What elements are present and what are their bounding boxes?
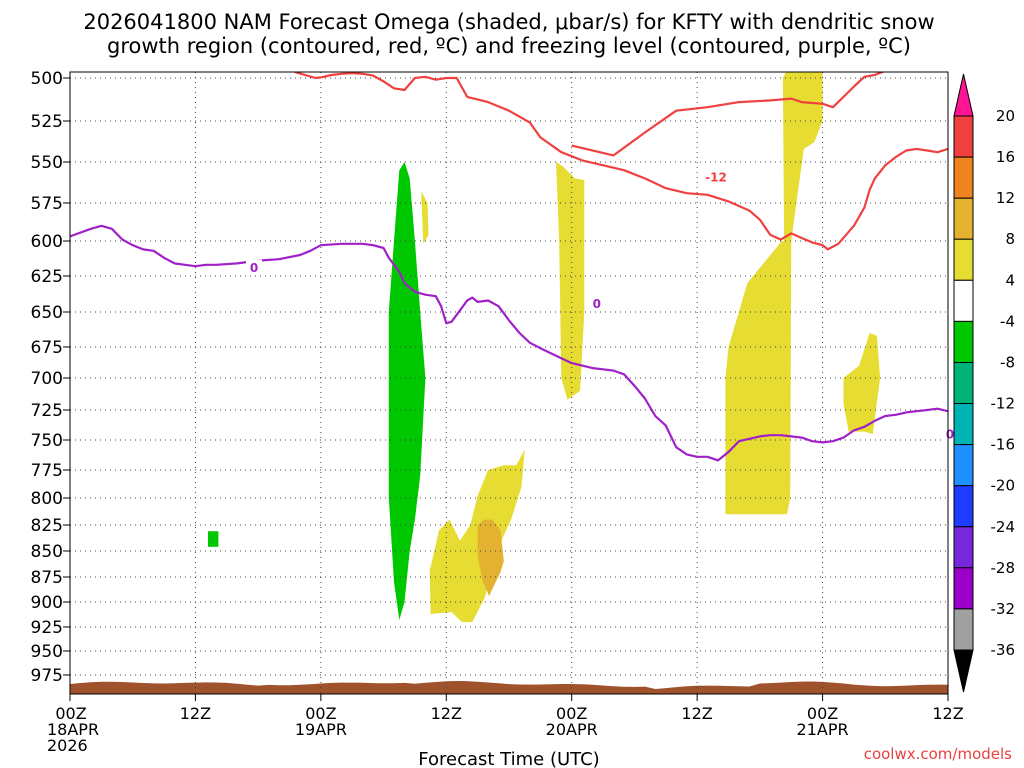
omega-area-1-4: [843, 333, 881, 434]
contour-labels: 0 0 0 -12: [246, 168, 959, 442]
y-tick-label-925: 925: [31, 618, 63, 638]
x-tick-label-4-1: 20APR: [546, 720, 598, 739]
x-tick-label-0-2: 2026: [47, 736, 88, 755]
dgz-minus12-line-upper: [294, 72, 948, 251]
colorbar-label-10: -24: [991, 518, 1016, 536]
colorbar-label-5: -4: [1000, 312, 1015, 330]
y-tick-label-550: 550: [31, 153, 63, 173]
colorbar-label-8: -16: [991, 436, 1016, 454]
colorbar-label-9: -20: [991, 477, 1016, 495]
chart-title: 2026041800 NAM Forecast Omega (shaded, μ…: [83, 10, 934, 58]
omega-area-2-0: [477, 519, 504, 596]
y-tick-label-950: 950: [31, 642, 63, 662]
colorbar-swatch-12: [953, 608, 974, 651]
contour-label-3: -12: [705, 170, 727, 184]
gridlines: [70, 72, 948, 694]
y-tick-label-525: 525: [31, 112, 63, 132]
colorbar-swatch-11: [953, 567, 974, 610]
y-tick-label-775: 775: [31, 461, 63, 481]
colorbar-swatch-6: [953, 362, 974, 405]
colorbar-label-11: -28: [991, 559, 1016, 577]
terrain-area: [70, 681, 948, 694]
colorbar-label-6: -8: [1000, 354, 1015, 372]
contour-label-2: 0: [946, 428, 954, 442]
y-tick-label-650: 650: [31, 303, 63, 323]
x-tick-label-6-1: 21APR: [797, 720, 849, 739]
x-tick-label-0-1: 18APR: [47, 720, 99, 739]
x-tick-label-5-0: 12Z: [681, 704, 712, 723]
omega-area-1-0: [421, 191, 429, 244]
colorbar-label-13: -36: [991, 641, 1016, 659]
x-tick-label-2-1: 19APR: [295, 720, 347, 739]
contour-label-bg-0: [246, 259, 262, 275]
title-line-2: growth region (contoured, red, ºC) and f…: [107, 34, 911, 58]
colorbar-label-0: 20: [996, 107, 1015, 125]
colorbar: 20 16 12 8 4 -4 -8 -12 -16 -20 -24 -28 -32 -36: [953, 73, 1016, 693]
omega-area-1-3: [725, 241, 792, 515]
colorbar-top-arrow: [953, 73, 974, 117]
x-tick-label-1-0: 12Z: [180, 704, 211, 723]
colorbar-swatch-7: [953, 403, 974, 446]
credit-text: coolwx.com/models: [864, 745, 1012, 763]
y-tick-label-625: 625: [31, 267, 63, 287]
colorbar-swatch-10: [953, 526, 974, 569]
x-tick-label-0-0: 00Z: [55, 704, 86, 723]
y-axis: 500 525 550 575 600 625 650 675 700 725 750 775 800 8…: [31, 69, 70, 686]
colorbar-label-12: -32: [991, 600, 1016, 618]
y-tick-label-875: 875: [31, 568, 63, 588]
colorbar-swatch-4: [953, 279, 974, 322]
y-tick-label-725: 725: [31, 401, 63, 421]
colorbar-label-4: 4: [1005, 271, 1015, 289]
y-tick-label-825: 825: [31, 516, 63, 536]
x-tick-label-3-0: 12Z: [431, 704, 462, 723]
y-tick-label-575: 575: [31, 194, 63, 214]
dgz-minus12-line-lower: [571, 72, 886, 157]
colorbar-bottom-arrow: [953, 649, 974, 693]
omega-area-1-1: [556, 162, 585, 400]
y-tick-label-900: 900: [31, 593, 63, 613]
freezing-level-line: [70, 224, 948, 462]
x-tick-label-7-0: 12Z: [932, 704, 963, 723]
colorbar-swatch-5: [953, 320, 974, 363]
colorbar-label-1: 16: [996, 148, 1015, 166]
colorbar-label-2: 12: [996, 189, 1015, 207]
omega-area-1-5: [429, 449, 525, 622]
y-tick-label-800: 800: [31, 489, 63, 509]
x-tick-label-4-0: 00Z: [556, 704, 587, 723]
colorbar-swatch-1: [953, 156, 974, 199]
colorbar-swatch-8: [953, 444, 974, 487]
plot-frame: [69, 71, 949, 695]
y-tick-label-975: 975: [31, 666, 63, 686]
y-tick-label-700: 700: [31, 369, 63, 389]
omega-shading: [208, 72, 881, 622]
title-line-1: 2026041800 NAM Forecast Omega (shaded, μ…: [83, 10, 934, 34]
plot-background: [70, 72, 948, 694]
omega-area-0-0: [388, 162, 426, 620]
y-tick-label-500: 500: [31, 69, 63, 89]
contour-label-1: 0: [593, 297, 601, 311]
y-tick-label-600: 600: [31, 232, 63, 252]
colorbar-swatch-0: [953, 115, 974, 158]
colorbar-swatch-9: [953, 485, 974, 528]
contour-label-bg-1: [588, 295, 605, 311]
x-tick-label-2-0: 00Z: [305, 704, 336, 723]
x-axis-label: Forecast Time (UTC): [418, 749, 599, 768]
colorbar-label-7: -12: [991, 395, 1016, 413]
omega-area-1-2: [782, 72, 823, 498]
omega-area-0-1: [208, 531, 219, 547]
y-tick-label-675: 675: [31, 338, 63, 358]
colorbar-swatch-3: [953, 238, 974, 281]
contour-label-bg-3: [701, 168, 731, 184]
y-tick-label-850: 850: [31, 542, 63, 562]
surface-terrain: [70, 681, 948, 694]
colorbar-swatch-2: [953, 197, 974, 240]
contour-lines: [70, 72, 948, 462]
y-tick-label-750: 750: [31, 431, 63, 451]
x-tick-label-6-0: 00Z: [807, 704, 838, 723]
contour-label-0: 0: [250, 261, 258, 275]
colorbar-label-3: 8: [1005, 230, 1015, 248]
